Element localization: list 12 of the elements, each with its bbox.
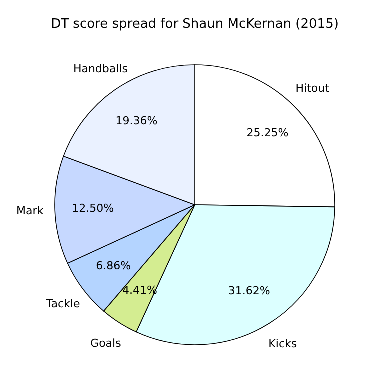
data-label: 25.25% — [246, 126, 289, 140]
chart-title: DT score spread for Shaun McKernan (2015) — [51, 17, 339, 32]
slice-label: Handballs — [73, 62, 128, 76]
data-label: 31.62% — [228, 284, 270, 298]
slice-label: Goals — [90, 336, 122, 350]
slice-label: Mark — [16, 204, 44, 218]
slice-label: Tackle — [45, 297, 80, 310]
data-label: 6.86% — [96, 259, 132, 272]
data-label: 19.36% — [116, 114, 158, 128]
data-label: 12.50% — [72, 202, 114, 215]
slice-label: Hitout — [296, 82, 330, 96]
slice-label: Kicks — [268, 338, 298, 351]
